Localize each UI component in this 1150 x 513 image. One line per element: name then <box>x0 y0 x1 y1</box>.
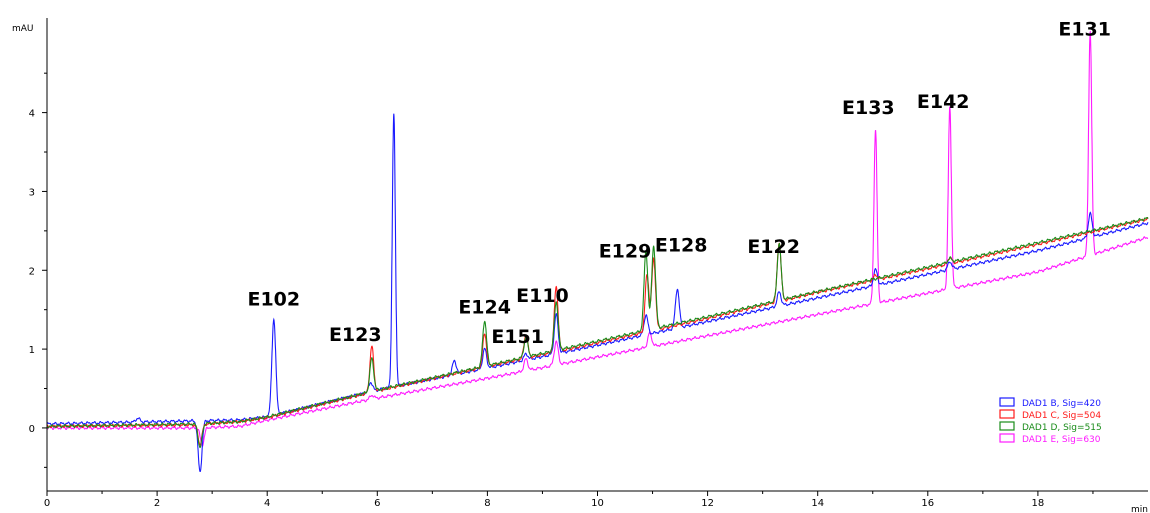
x-tick-label: 16 <box>921 498 934 509</box>
y-tick-label: 3 <box>29 187 35 198</box>
legend-entry: DAD1 B, Sig=420 <box>1022 399 1101 409</box>
x-axis-unit: min <box>1131 505 1148 513</box>
y-tick-label: 1 <box>29 345 35 356</box>
peak-label: E102 <box>247 289 300 311</box>
x-tick-label: 12 <box>701 498 714 509</box>
peak-label: E151 <box>491 326 544 348</box>
x-tick-label: 0 <box>44 498 50 509</box>
peak-label: E131 <box>1058 18 1111 40</box>
y-axis-unit: mAU <box>12 24 34 34</box>
trace-group <box>46 30 1149 472</box>
peak-label: E110 <box>516 285 569 307</box>
peak-label: E133 <box>842 97 895 119</box>
series-line <box>46 216 1149 449</box>
y-tick-label: 4 <box>29 109 35 120</box>
series-line <box>46 30 1149 448</box>
peak-label: E128 <box>655 234 708 256</box>
legend: DAD1 B, Sig=420 DAD1 C, Sig=504 DAD1 D, Si… <box>999 397 1102 445</box>
peak-label: E123 <box>329 324 382 346</box>
peak-label: E124 <box>458 297 511 319</box>
x-tick-label: 6 <box>374 498 380 509</box>
y-tick-label: 2 <box>29 266 35 277</box>
series-line <box>46 216 1149 446</box>
x-tick-label: 4 <box>264 498 270 509</box>
x-tick-label: 18 <box>1032 498 1045 509</box>
peak-label: E122 <box>747 236 800 258</box>
legend-entry: DAD1 E, Sig=630 <box>1022 435 1101 445</box>
y-tick-label: 0 <box>29 424 35 435</box>
legend-swatch <box>999 421 1015 431</box>
peak-label: E129 <box>599 241 652 263</box>
legend-swatch <box>999 433 1015 443</box>
legend-entry: DAD1 C, Sig=504 <box>1022 411 1101 421</box>
x-tick-label: 2 <box>154 498 160 509</box>
peak-label-group: E102 E123 E124 E151 E110 E129 E128 E122 E133 E142… <box>247 18 1111 347</box>
legend-entry: DAD1 D, Sig=515 <box>1022 423 1102 433</box>
x-tick-label: 8 <box>484 498 490 509</box>
x-tick-label: 14 <box>811 498 824 509</box>
series-line <box>46 113 1149 472</box>
legend-swatch <box>999 397 1015 407</box>
x-tick-label: 10 <box>591 498 604 509</box>
legend-swatch <box>999 409 1015 419</box>
peak-label: E142 <box>917 91 970 113</box>
